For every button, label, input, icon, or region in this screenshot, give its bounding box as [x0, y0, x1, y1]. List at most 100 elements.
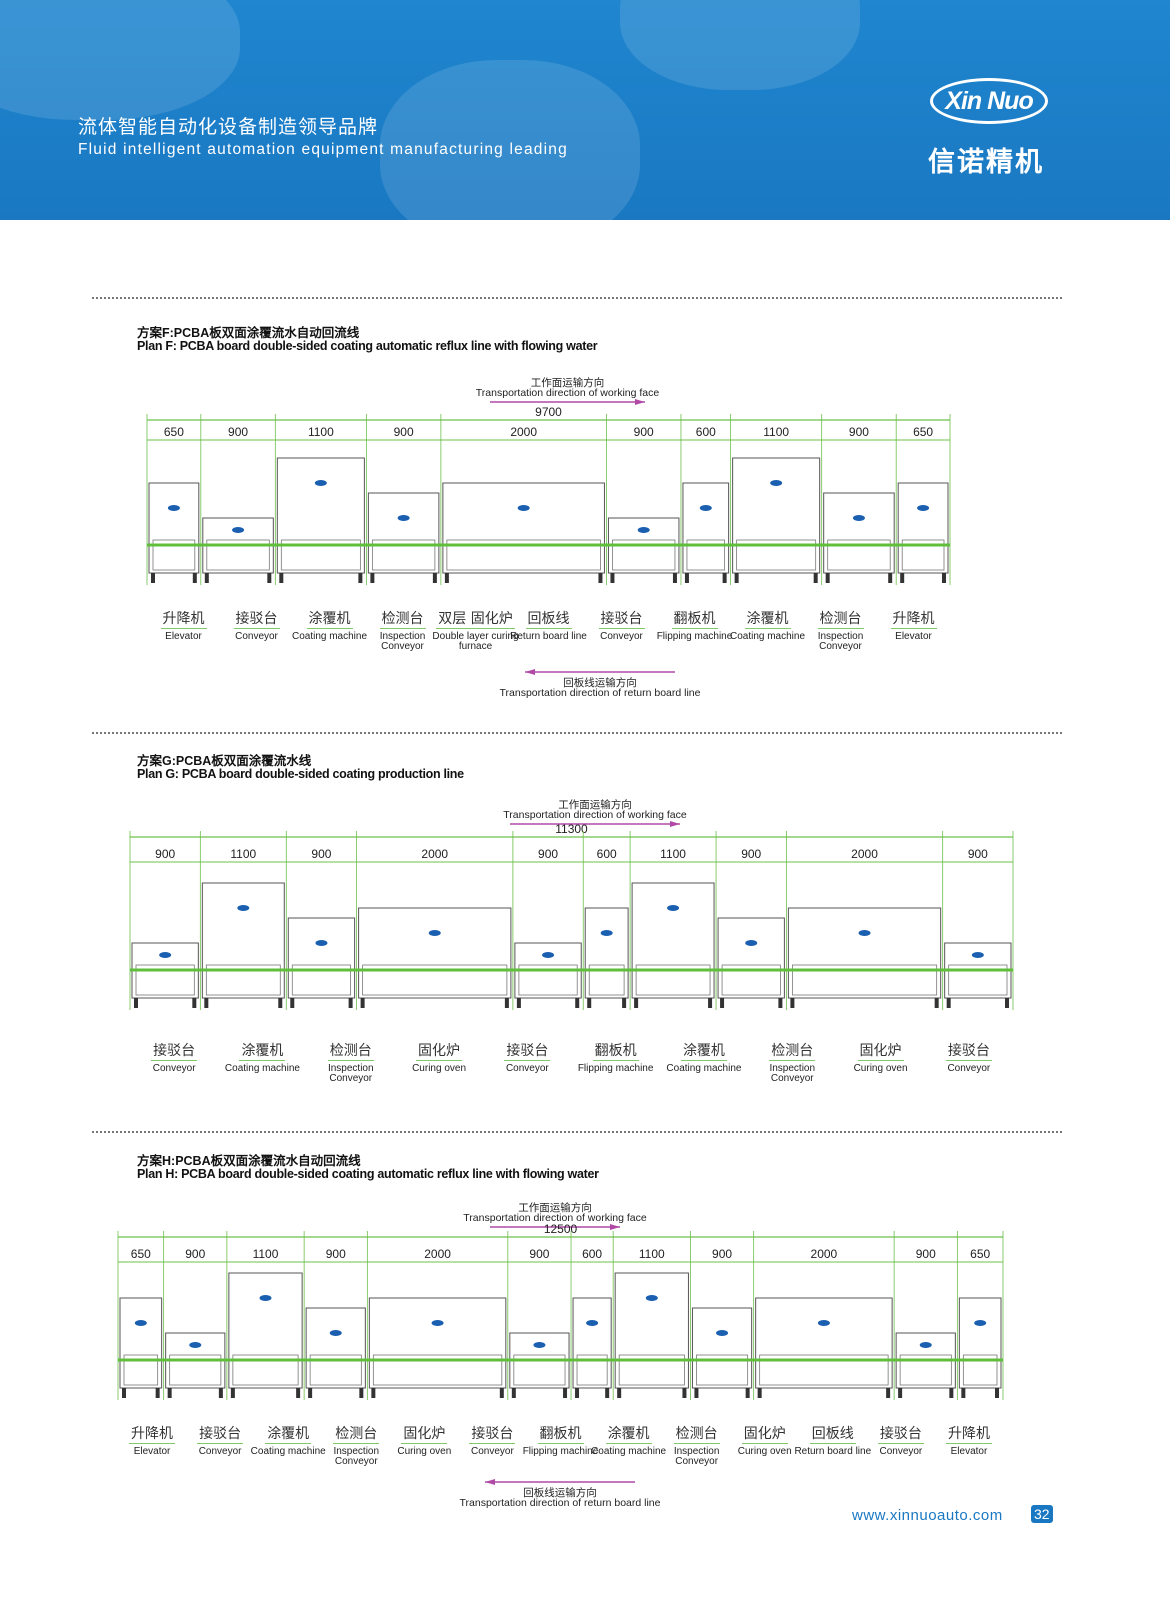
brand-badge [159, 952, 172, 958]
machine-cabinet [736, 539, 817, 571]
station-label-zh: 接驳台 [877, 1423, 924, 1444]
station-label: 升降机 Elevator [869, 608, 959, 642]
website[interactable]: www.xinnuoauto.com [852, 1507, 1003, 1524]
station-label: 检测台 Inspection Conveyor [747, 1040, 837, 1084]
arrow-head [635, 399, 645, 405]
machine-foot [1005, 998, 1009, 1008]
machine-cabinet [588, 964, 625, 996]
station-label-en: Elevator [950, 1446, 988, 1457]
brand-badge [431, 1320, 444, 1326]
station-label-zh: 涂覆机 [680, 1040, 727, 1061]
station-label: 回板线 Return board line [788, 1423, 878, 1457]
machine-body [607, 517, 680, 574]
segment-dimension: 2000 [811, 1247, 838, 1261]
station-label-en: Flipping machine [656, 631, 733, 642]
station-label-en: Inspection Conveyor [333, 1446, 380, 1467]
brand-badge [919, 1342, 932, 1348]
segment-dimension: 900 [185, 1247, 205, 1261]
segment-dimension: 600 [597, 847, 617, 861]
brand-badge [745, 940, 758, 946]
brand-badge [329, 1330, 342, 1336]
machine-cabinet [280, 539, 361, 571]
working-direction-zh: 工作面运输方向 [558, 799, 632, 811]
machine-foot [230, 1388, 235, 1398]
total-dimension: 12500 [544, 1222, 578, 1236]
machine-foot [672, 573, 677, 583]
machine-foot [192, 998, 197, 1008]
segment-dimension: 900 [712, 1247, 732, 1261]
station-label-en: Flipping machine [577, 1063, 654, 1074]
machine-cabinet [612, 539, 676, 571]
plan-title-en: Plan G: PCBA board double-sided coating … [137, 767, 464, 781]
machine-body [717, 917, 785, 999]
machine-body [572, 1297, 612, 1389]
station-label-zh: 涂覆机 [605, 1423, 652, 1444]
station-label: 升降机 Elevator [107, 1423, 197, 1457]
arrow-head [610, 1224, 620, 1230]
machine-foot [722, 573, 727, 583]
brand-badge [397, 515, 410, 521]
segment-dimension: 2000 [421, 847, 448, 861]
segment-dimension: 900 [634, 425, 654, 439]
station-label-en: Inspection Conveyor [327, 1063, 374, 1084]
arrow-head [485, 1479, 495, 1485]
station-label-zh: 接驳台 [197, 1423, 244, 1444]
station-label-en: Curing oven [412, 1063, 466, 1074]
machine-foot [122, 1388, 126, 1398]
machine-body [442, 482, 605, 574]
machine-cabinet [371, 539, 436, 571]
segment-dimension: 1100 [763, 425, 789, 439]
station-label-zh: 接驳台 [598, 608, 645, 629]
segment-dimension: 900 [529, 1247, 549, 1261]
station-label-en: Elevator [165, 631, 202, 642]
machine-foot [134, 998, 138, 1008]
station-label-zh: 固化炉 [416, 1040, 463, 1061]
machine-cabinet [372, 1354, 503, 1386]
machine-body [305, 1307, 366, 1389]
page-number: 32 [1031, 1505, 1053, 1523]
return-direction-zh: 回板线运输方向 [563, 677, 637, 689]
station-label-en: Conveyor [600, 631, 643, 642]
station-label-zh: 涂覆机 [265, 1423, 312, 1444]
working-direction-label: 工作面运输方向 Transportation direction of worki… [503, 799, 686, 821]
machine-body [131, 942, 199, 999]
station-label: 固化炉 Curing oven [379, 1423, 469, 1457]
return-direction-en: Transportation direction of return board… [459, 1497, 661, 1509]
slogan-zh: 流体智能自动化设备制造领导品牌 [78, 117, 379, 138]
machine-cabinet [759, 1354, 889, 1386]
brand-badge [134, 1320, 147, 1326]
station-label-zh: 翻板机 [592, 1040, 639, 1061]
station-label-en: Curing oven [853, 1063, 908, 1074]
machine-foot [888, 573, 893, 583]
station-label: 检测台 Inspection Conveyor [311, 1423, 401, 1467]
brand-badge [315, 940, 328, 946]
machine-foot [587, 998, 592, 1008]
machine-foot [370, 573, 375, 583]
machine-foot [598, 573, 603, 583]
machine-cabinet [206, 539, 270, 571]
station-label-zh: 升降机 [160, 608, 207, 629]
machine-foot [708, 998, 713, 1008]
machine-foot [290, 998, 295, 1008]
machine-body [895, 1332, 956, 1389]
machine-foot [278, 998, 283, 1008]
segment-dimension: 650 [164, 425, 184, 439]
machine-body [732, 457, 821, 574]
station-label: 接驳台 Conveyor [129, 1040, 219, 1074]
station-label-zh: 涂覆机 [744, 608, 791, 629]
station-label-zh: 翻板机 [537, 1423, 584, 1444]
station-label-en: Return board line [794, 1446, 872, 1457]
machine-cabinet [291, 964, 352, 996]
station-label: 翻板机 Flipping machine [516, 1423, 606, 1457]
section-divider [92, 1131, 1062, 1133]
station-label: 涂覆机 Coating machine [723, 608, 813, 642]
machine-foot [934, 998, 939, 1008]
station-label-zh: 固化炉 [741, 1423, 788, 1444]
machine-body [358, 907, 512, 999]
working-direction-zh: 工作面运输方向 [530, 377, 605, 389]
segment-dimension: 600 [582, 1247, 602, 1261]
return-direction-en: Transportation direction of return board… [499, 687, 701, 699]
brand-badge [971, 952, 984, 958]
machine-body [276, 457, 365, 574]
station-label-en: Conveyor [505, 1063, 549, 1074]
